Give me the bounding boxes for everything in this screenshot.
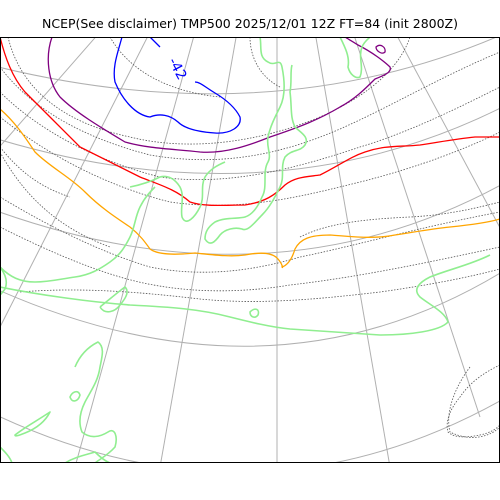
coastline-canada: [0, 186, 156, 283]
isotherm: [7, 37, 411, 145]
coastline-hudson: [129, 161, 226, 222]
isotherm: [299, 201, 500, 238]
isotherm: [0, 51, 500, 161]
meridian: [75, 37, 195, 463]
coastline-europe: [446, 364, 500, 438]
coastlines: [0, 37, 491, 463]
isotherm: [0, 146, 71, 198]
coastline-landmass-south-3: [14, 411, 51, 437]
map-panel: -42: [0, 37, 500, 463]
isotherms-dotted: [0, 37, 500, 438]
meridian: [315, 37, 390, 463]
contour-label-minus42: -42: [165, 55, 190, 83]
coastline-labrador: [99, 286, 128, 313]
latitude-circle: [0, 37, 498, 95]
coastline-edge-left: [0, 446, 13, 463]
isotherm: [448, 366, 500, 438]
meridian: [354, 37, 481, 418]
figure-title: NCEP(See disclaimer) TMP500 2025/12/01 1…: [41, 16, 458, 31]
isotherm-minus42: [113, 37, 241, 134]
coastline-small-island: [249, 308, 260, 318]
isotherm: [19, 268, 500, 302]
isotherm: [249, 37, 281, 88]
coastline-atlantic-north: [0, 254, 491, 336]
coastline-island: [339, 37, 371, 79]
isotherm-minus24: [0, 108, 500, 269]
coastline-landmass-south-4: [64, 451, 111, 463]
meridian: [0, 37, 97, 148]
latitude-circle: [0, 272, 500, 347]
latitude-circle: [0, 400, 500, 463]
latitude-circle: [0, 107, 500, 174]
coastline-landmass-south-2: [69, 390, 81, 402]
isotherm: [0, 116, 500, 206]
meridian: [397, 37, 500, 229]
isotherm: [109, 37, 221, 98]
map-svg: -42: [0, 37, 500, 463]
isotherm: [0, 226, 500, 292]
coastline-landmass-south: [74, 341, 117, 463]
meridian: [160, 37, 237, 463]
isotherm: [0, 86, 500, 181]
isotherm: [0, 151, 111, 248]
isotherm-minus36-closed: [375, 44, 386, 54]
isotherm-minus30: [0, 37, 500, 207]
meridian: [0, 37, 149, 328]
coastline-greenland: [204, 37, 308, 244]
graticule: [0, 37, 500, 463]
isotherm-minus36: [47, 37, 391, 153]
